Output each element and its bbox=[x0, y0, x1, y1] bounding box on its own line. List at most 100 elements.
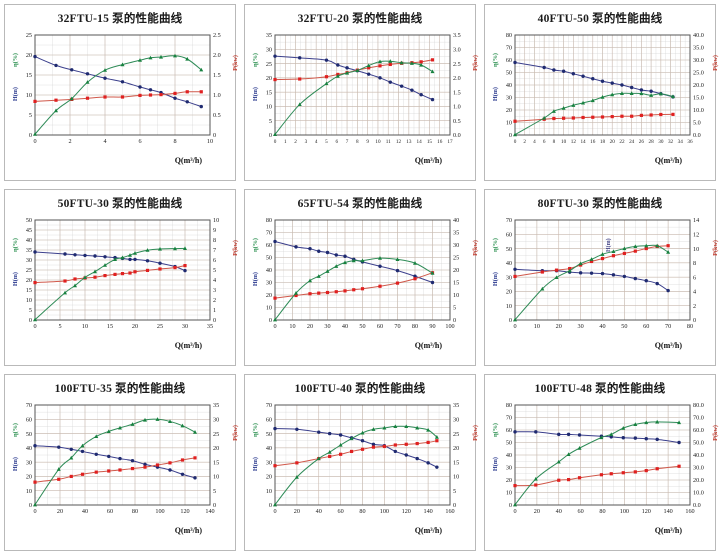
svg-text:40: 40 bbox=[266, 267, 272, 274]
data-point bbox=[540, 270, 544, 274]
svg-text:4: 4 bbox=[315, 139, 318, 145]
data-point bbox=[589, 271, 594, 275]
x-axis-label: Q(m³/h) bbox=[655, 341, 683, 350]
svg-text:1: 1 bbox=[284, 139, 287, 145]
chart-title: 50FTU-30 泵的性能曲线 bbox=[57, 198, 183, 210]
data-point bbox=[294, 475, 299, 479]
data-point bbox=[145, 259, 150, 263]
data-point bbox=[107, 454, 111, 459]
performance-curve-plot: 0 10 20 30 40 50 60 70 0 5 10 15 20 25 30 35 0 20 40 60 80 10… bbox=[12, 402, 239, 535]
svg-text:10: 10 bbox=[82, 323, 88, 330]
svg-text:0: 0 bbox=[453, 502, 456, 509]
svg-text:15: 15 bbox=[453, 459, 459, 466]
data-point bbox=[273, 239, 277, 244]
svg-text:80: 80 bbox=[412, 323, 418, 330]
right-axis-ticks: 0 1 2 3 4 5 6 7 8 9 10 bbox=[213, 217, 219, 324]
svg-text:15: 15 bbox=[26, 72, 32, 79]
svg-text:40: 40 bbox=[599, 323, 605, 330]
data-point bbox=[118, 425, 122, 430]
data-point bbox=[404, 453, 408, 457]
data-point bbox=[69, 455, 74, 460]
data-point bbox=[145, 248, 150, 252]
data-point bbox=[581, 100, 586, 105]
data-point bbox=[185, 56, 190, 61]
data-point bbox=[56, 467, 61, 471]
data-point bbox=[143, 462, 147, 466]
data-point bbox=[513, 274, 517, 279]
data-point bbox=[183, 246, 187, 250]
data-point bbox=[308, 247, 312, 251]
svg-text:8: 8 bbox=[553, 139, 556, 145]
svg-text:0: 0 bbox=[273, 323, 276, 330]
data-point bbox=[193, 476, 197, 480]
svg-text:60: 60 bbox=[26, 416, 32, 423]
major-gridlines bbox=[274, 219, 451, 321]
left-axis-ticks: 0 10 20 30 40 50 60 70 80 bbox=[506, 32, 512, 139]
data-point bbox=[33, 502, 37, 507]
x-axis-ticks: 0 5 10 15 20 25 30 35 bbox=[33, 323, 213, 330]
svg-text:0: 0 bbox=[269, 317, 272, 324]
svg-text:5: 5 bbox=[213, 267, 216, 274]
svg-text:4: 4 bbox=[693, 289, 696, 296]
power-axis-label: P(kw) bbox=[472, 240, 479, 256]
data-point bbox=[308, 278, 312, 283]
svg-text:60: 60 bbox=[578, 508, 584, 515]
data-point bbox=[655, 281, 659, 286]
chart-card: 65FTU-54 泵的性能曲线 0 10 20 30 40 50 60 70 80 0 5 10 15 20… bbox=[240, 185, 480, 370]
chart-panel: 100FTU-35 泵的性能曲线 0 10 20 30 40 50 60 70 0 5 10 15 20 2… bbox=[4, 374, 239, 551]
minor-gridlines bbox=[274, 34, 451, 136]
power-axis-label: P(kw) bbox=[472, 425, 479, 441]
data-point bbox=[551, 109, 556, 113]
data-point bbox=[317, 249, 321, 253]
data-point bbox=[655, 243, 660, 248]
data-point bbox=[138, 85, 142, 89]
svg-text:140: 140 bbox=[205, 508, 214, 515]
x-axis-label: Q(m³/h) bbox=[175, 341, 203, 350]
svg-text:60: 60 bbox=[506, 427, 512, 434]
data-point bbox=[388, 59, 393, 63]
data-point bbox=[298, 77, 302, 81]
head-axis-label: H(m) bbox=[492, 87, 499, 101]
data-point bbox=[552, 116, 556, 121]
data-point bbox=[69, 474, 73, 479]
svg-text:35: 35 bbox=[213, 402, 219, 409]
data-point bbox=[649, 89, 653, 93]
data-point bbox=[349, 436, 354, 441]
svg-text:0: 0 bbox=[33, 138, 36, 145]
svg-text:14: 14 bbox=[693, 217, 699, 224]
data-point bbox=[571, 103, 576, 107]
data-point bbox=[33, 250, 37, 254]
data-point bbox=[566, 452, 571, 456]
data-point bbox=[554, 268, 559, 272]
data-point bbox=[644, 437, 648, 441]
svg-text:5: 5 bbox=[29, 307, 32, 314]
data-point bbox=[80, 472, 85, 476]
data-point bbox=[113, 272, 117, 276]
svg-text:0: 0 bbox=[514, 139, 517, 145]
data-point bbox=[103, 263, 107, 267]
data-point bbox=[158, 261, 162, 265]
data-point bbox=[639, 113, 643, 117]
chart-panel: 100FTU-48 泵的性能曲线 0 10 20 30 40 50 60 70 80 0.0 10.0… bbox=[484, 374, 719, 551]
svg-text:80.0: 80.0 bbox=[693, 402, 704, 409]
svg-text:5: 5 bbox=[269, 118, 272, 125]
right-axis-ticks: 0.0 0.5 1.0 1.5 2.0 2.5 3.0 3.5 bbox=[453, 32, 461, 139]
svg-text:40: 40 bbox=[266, 445, 272, 452]
left-axis-ticks: 0 10 20 30 40 50 60 70 80 bbox=[266, 217, 272, 324]
data-point bbox=[193, 456, 197, 460]
data-point bbox=[666, 250, 671, 254]
svg-text:20: 20 bbox=[453, 267, 459, 274]
svg-text:4: 4 bbox=[213, 277, 216, 284]
svg-text:17: 17 bbox=[447, 139, 453, 145]
data-point bbox=[327, 431, 332, 436]
svg-text:50: 50 bbox=[506, 246, 512, 253]
data-point bbox=[85, 96, 90, 100]
data-point bbox=[415, 456, 419, 461]
svg-text:4: 4 bbox=[533, 139, 536, 145]
performance-curve-plot: 0 10 20 30 40 50 60 70 80 0.0 10.0 20.0 30.0 40.0 50.0… bbox=[492, 402, 719, 535]
chart-title: 100FTU-40 泵的性能曲线 bbox=[294, 383, 426, 395]
svg-text:10: 10 bbox=[375, 139, 381, 145]
data-point bbox=[317, 291, 321, 295]
